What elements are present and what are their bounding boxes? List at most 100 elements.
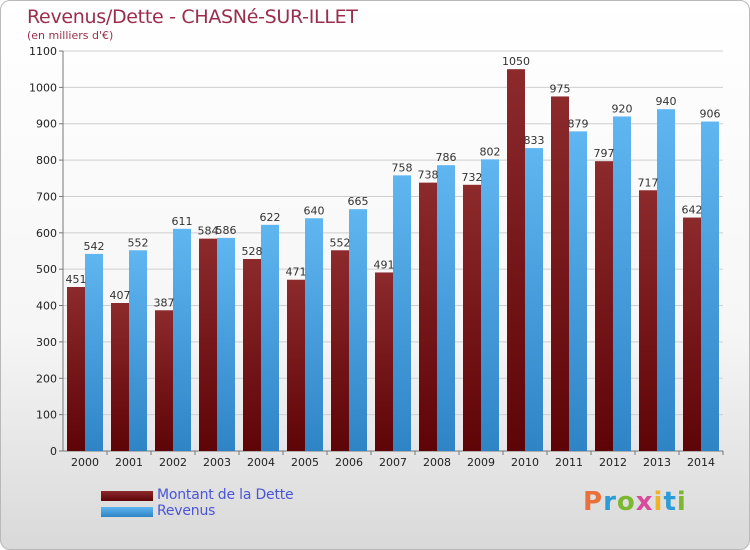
bar-chart: 0 100 200 300 400 500 600 700 800 900 1000 1100 2000… <box>29 45 724 469</box>
x-tick-label: 2013 <box>643 456 671 469</box>
proxiti-logo: Proxiti <box>583 487 687 517</box>
y-tick-label: 900 <box>36 118 57 131</box>
bar-debt <box>287 279 305 451</box>
bar-revenue <box>393 175 411 451</box>
bar-debt <box>243 259 261 451</box>
bar-debt <box>463 184 481 451</box>
data-label-debt: 407 <box>110 289 131 302</box>
data-label-revenue: 833 <box>524 134 545 147</box>
bars <box>67 69 719 452</box>
y-tick-label: 700 <box>36 190 57 203</box>
data-label-revenue: 622 <box>260 211 281 224</box>
bar-revenue <box>569 131 587 451</box>
bar-revenue <box>437 165 455 451</box>
legend-label-revenue: Revenus <box>157 503 216 519</box>
labels: 0 100 200 300 400 500 600 700 800 900 1000 1100 2000… <box>29 45 721 469</box>
data-label-debt: 732 <box>462 171 483 184</box>
data-label-debt: 717 <box>638 176 659 189</box>
y-tick-label: 500 <box>36 263 57 276</box>
x-tick-label: 2014 <box>687 456 715 469</box>
y-tick-label: 1100 <box>29 45 57 58</box>
data-label-debt: 584 <box>198 225 219 238</box>
data-label-revenue: 665 <box>348 195 369 208</box>
data-label-debt: 451 <box>66 273 87 286</box>
bar-revenue <box>305 218 323 451</box>
data-label-revenue: 758 <box>392 161 413 174</box>
bar-debt <box>155 310 173 451</box>
bar-revenue <box>657 109 675 451</box>
bar-revenue <box>349 209 367 451</box>
bar-debt <box>375 272 393 451</box>
logo-letter: i <box>676 487 687 517</box>
bar-debt <box>551 96 569 452</box>
data-label-revenue: 920 <box>612 102 633 115</box>
chart-subtitle: (en milliers d'€) <box>27 29 114 42</box>
logo-letter: x <box>635 487 654 517</box>
y-tick-label: 100 <box>36 409 57 422</box>
legend-label-debt: Montant de la Dette <box>157 487 294 503</box>
data-label-debt: 471 <box>286 266 307 279</box>
x-tick-label: 2010 <box>511 456 539 469</box>
x-tick-label: 2012 <box>599 456 627 469</box>
data-label-debt: 528 <box>242 245 263 258</box>
logo-letter: r <box>603 487 617 517</box>
x-tick-label: 2011 <box>555 456 583 469</box>
bar-revenue <box>261 224 279 451</box>
y-tick-label: 800 <box>36 154 57 167</box>
y-tick-label: 600 <box>36 227 57 240</box>
x-tick-label: 2000 <box>71 456 99 469</box>
x-tick-label: 2004 <box>247 456 275 469</box>
x-tick-label: 2002 <box>159 456 187 469</box>
y-tick-label: 300 <box>36 336 57 349</box>
x-tick-label: 2006 <box>335 456 363 469</box>
y-tick-label: 0 <box>50 445 57 458</box>
data-label-debt: 491 <box>374 258 395 271</box>
bar-debt <box>67 287 85 451</box>
bar-revenue <box>525 148 543 451</box>
data-label-revenue: 586 <box>216 224 237 237</box>
y-tick-label: 1000 <box>29 81 57 94</box>
y-tick-label: 200 <box>36 372 57 385</box>
bar-debt <box>595 161 613 451</box>
bar-debt <box>199 238 217 451</box>
bar-revenue <box>217 237 235 451</box>
data-label-revenue: 786 <box>436 151 457 164</box>
bar-debt <box>331 250 349 451</box>
x-tick-label: 2005 <box>291 456 319 469</box>
x-tick-label: 2008 <box>423 456 451 469</box>
x-tick-label: 2007 <box>379 456 407 469</box>
bar-revenue <box>613 116 631 452</box>
y-tick-label: 400 <box>36 300 57 313</box>
data-label-debt: 642 <box>682 204 703 217</box>
logo-letter: o <box>616 487 636 517</box>
x-tick-label: 2001 <box>115 456 143 469</box>
data-label-debt: 738 <box>418 169 439 182</box>
data-label-debt: 975 <box>550 82 571 95</box>
bar-debt <box>683 217 701 451</box>
bar-revenue <box>481 159 499 451</box>
chart-title: Revenus/Dette - CHASNé-SUR-ILLET <box>27 6 358 28</box>
data-label-revenue: 611 <box>172 215 193 228</box>
x-tick-label: 2003 <box>203 456 231 469</box>
data-label-debt: 797 <box>594 147 615 160</box>
bar-revenue <box>173 228 191 451</box>
data-label-revenue: 802 <box>480 145 501 158</box>
data-label-debt: 552 <box>330 236 351 249</box>
data-label-debt: 1050 <box>502 55 530 68</box>
data-label-debt: 387 <box>154 296 175 309</box>
logo-letter: i <box>653 487 664 517</box>
bar-debt <box>419 182 437 452</box>
x-tick-label: 2009 <box>467 456 495 469</box>
data-label-revenue: 542 <box>84 240 105 253</box>
bar-revenue <box>85 253 103 451</box>
bar-debt <box>507 69 525 451</box>
data-label-revenue: 640 <box>304 204 325 217</box>
bar-revenue <box>129 250 147 451</box>
logo-letter: t <box>663 487 677 517</box>
bar-debt <box>639 190 657 452</box>
bar-debt <box>111 303 129 451</box>
legend-swatch-revenue <box>101 507 153 517</box>
data-label-revenue: 879 <box>568 117 589 130</box>
logo-letter: P <box>583 487 604 517</box>
